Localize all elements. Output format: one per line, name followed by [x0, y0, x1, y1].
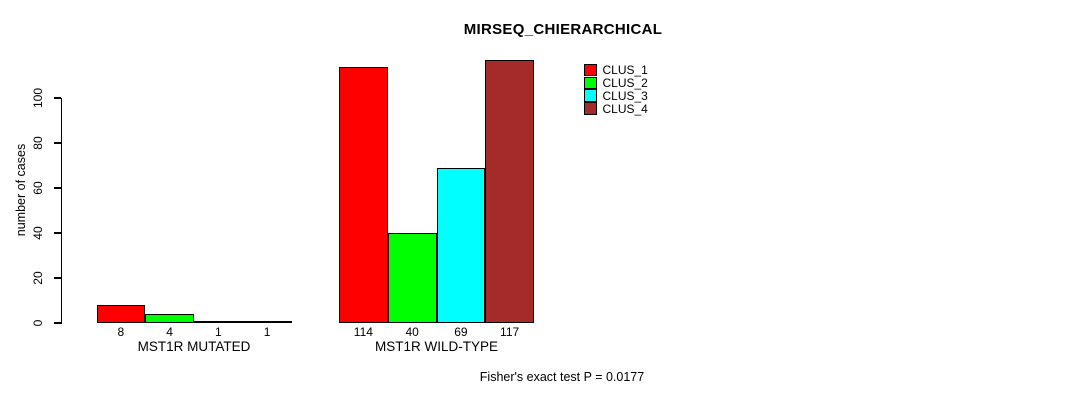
y-tick-label: 100: [31, 87, 45, 109]
y-tick: [53, 97, 61, 99]
y-tick-label: 0: [31, 319, 45, 327]
bar-clus_1-mutated: [96, 305, 146, 323]
bar-value-label: 117: [500, 325, 520, 339]
legend-item-clus_4: CLUS_4: [584, 102, 648, 115]
y-tick: [53, 232, 61, 234]
y-tick: [53, 277, 61, 279]
bar-value-label: 8: [117, 325, 125, 339]
bar-clus_2-wild-type: [387, 233, 437, 323]
y-axis-line: [60, 98, 62, 324]
y-tick: [53, 142, 61, 144]
bar-clus_4-wild-type: [485, 59, 534, 323]
y-tick: [53, 187, 61, 189]
bar-clus_3-mutated: [194, 320, 243, 323]
bar-value-label: 4: [166, 325, 173, 339]
legend-item-clus_3: CLUS_3: [584, 89, 648, 102]
legend-swatch-clus_1: [584, 63, 597, 77]
legend-item-clus_1: CLUS_1: [584, 63, 648, 77]
bar-value-label: 1: [215, 325, 222, 339]
bar-value-label: 69: [454, 325, 468, 339]
bar-clus_1-wild-type: [339, 66, 388, 323]
legend-label: CLUS_1: [602, 63, 648, 77]
y-axis-label: number of cases: [14, 143, 28, 237]
bar-value-label: 40: [405, 325, 419, 339]
y-tick: [53, 322, 61, 324]
legend-label: CLUS_4: [602, 101, 648, 116]
legend-swatch-clus_3: [584, 89, 597, 102]
legend-label: CLUS_3: [602, 88, 648, 103]
bar-clus_2-mutated: [145, 314, 194, 323]
legend-label: CLUS_2: [602, 75, 648, 90]
category-label-wild-type: MST1R WILD-TYPE: [374, 339, 498, 354]
legend-swatch-clus_4: [584, 102, 597, 115]
bar-value-label: 114: [353, 325, 373, 339]
bar-value-label: 1: [263, 325, 271, 339]
y-tick-label: 40: [31, 226, 45, 240]
legend-item-clus_2: CLUS_2: [584, 75, 648, 90]
category-label-mutated: MST1R MUTATED: [137, 339, 251, 354]
footnote-text: Fisher's exact test P = 0.0177: [479, 370, 645, 384]
chart-title: MIRSEQ_CHIERARCHICAL: [463, 21, 663, 38]
bar-clus_4-mutated: [242, 320, 292, 323]
y-tick-label: 20: [31, 271, 45, 285]
y-tick-label: 60: [31, 181, 45, 195]
legend-swatch-clus_2: [584, 76, 597, 90]
y-tick-label: 80: [31, 136, 45, 150]
bar-clus_3-wild-type: [436, 167, 486, 323]
